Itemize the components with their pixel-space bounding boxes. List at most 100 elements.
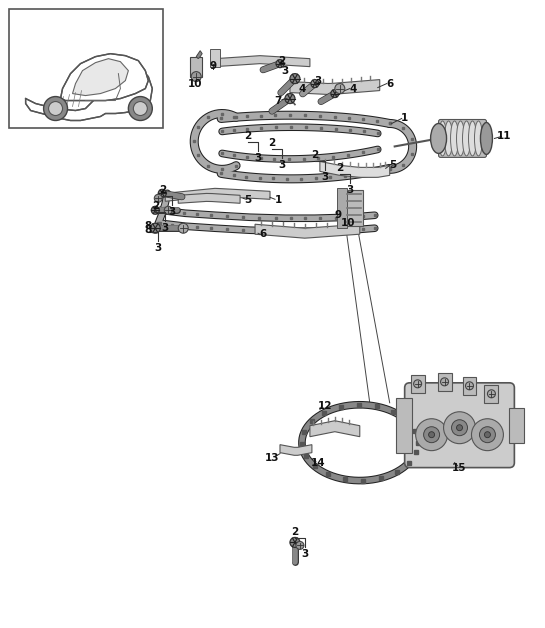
Text: 3: 3 bbox=[346, 185, 353, 195]
Text: 2: 2 bbox=[292, 528, 299, 538]
Polygon shape bbox=[165, 188, 270, 202]
Text: 9: 9 bbox=[210, 61, 217, 70]
Circle shape bbox=[331, 90, 339, 97]
Circle shape bbox=[480, 426, 495, 443]
Circle shape bbox=[158, 189, 166, 197]
Text: 11: 11 bbox=[497, 131, 512, 141]
Circle shape bbox=[191, 72, 201, 82]
Text: 3: 3 bbox=[281, 65, 289, 75]
Polygon shape bbox=[280, 445, 312, 455]
Polygon shape bbox=[320, 161, 390, 177]
Text: 9: 9 bbox=[334, 210, 341, 220]
Circle shape bbox=[150, 223, 160, 233]
Bar bbox=[410, 375, 425, 392]
Text: 3: 3 bbox=[278, 160, 286, 170]
Circle shape bbox=[311, 80, 319, 87]
Text: 2: 2 bbox=[268, 138, 276, 148]
Circle shape bbox=[423, 426, 440, 443]
Circle shape bbox=[471, 419, 504, 451]
Ellipse shape bbox=[439, 121, 446, 156]
Text: 2: 2 bbox=[152, 201, 159, 211]
Circle shape bbox=[457, 425, 463, 431]
Text: 10: 10 bbox=[341, 219, 355, 228]
Text: 1: 1 bbox=[274, 195, 282, 205]
Circle shape bbox=[428, 431, 434, 438]
Text: 15: 15 bbox=[452, 463, 467, 473]
Circle shape bbox=[296, 541, 304, 550]
Circle shape bbox=[134, 102, 147, 116]
Bar bbox=[396, 398, 411, 453]
Polygon shape bbox=[60, 53, 148, 100]
Text: 1: 1 bbox=[401, 114, 408, 124]
Circle shape bbox=[285, 94, 295, 104]
Text: 2: 2 bbox=[336, 163, 343, 173]
Circle shape bbox=[178, 223, 188, 233]
Circle shape bbox=[416, 419, 447, 451]
Circle shape bbox=[444, 412, 475, 443]
Circle shape bbox=[487, 390, 495, 398]
Text: 8: 8 bbox=[144, 225, 152, 236]
Text: 4: 4 bbox=[298, 84, 306, 94]
Ellipse shape bbox=[457, 121, 464, 156]
Text: 3: 3 bbox=[162, 223, 169, 233]
Text: 3: 3 bbox=[314, 75, 322, 85]
Circle shape bbox=[290, 538, 300, 548]
Ellipse shape bbox=[431, 124, 446, 153]
Polygon shape bbox=[215, 56, 310, 67]
Text: 7: 7 bbox=[274, 95, 282, 106]
Text: 3: 3 bbox=[155, 243, 162, 253]
Circle shape bbox=[44, 97, 68, 121]
Ellipse shape bbox=[463, 121, 470, 156]
FancyBboxPatch shape bbox=[404, 383, 514, 468]
Circle shape bbox=[129, 97, 152, 121]
Bar bbox=[438, 373, 452, 391]
Polygon shape bbox=[72, 58, 129, 95]
Text: 6: 6 bbox=[259, 229, 267, 239]
Text: 3: 3 bbox=[168, 207, 176, 217]
Text: 3: 3 bbox=[255, 153, 262, 163]
Circle shape bbox=[164, 206, 172, 214]
Circle shape bbox=[414, 380, 422, 388]
Ellipse shape bbox=[445, 121, 452, 156]
Ellipse shape bbox=[481, 122, 493, 154]
Text: 3: 3 bbox=[301, 550, 308, 560]
Ellipse shape bbox=[451, 121, 458, 156]
Text: 6: 6 bbox=[386, 78, 393, 89]
Polygon shape bbox=[178, 193, 240, 203]
Bar bbox=[210, 49, 220, 67]
Text: 14: 14 bbox=[311, 458, 325, 468]
Polygon shape bbox=[255, 224, 360, 238]
Text: 2: 2 bbox=[159, 185, 166, 195]
Text: 3: 3 bbox=[321, 172, 329, 182]
Text: 5: 5 bbox=[389, 160, 396, 170]
Bar bbox=[510, 408, 524, 443]
Ellipse shape bbox=[469, 121, 476, 156]
Polygon shape bbox=[310, 421, 360, 436]
Text: 10: 10 bbox=[188, 78, 202, 89]
Circle shape bbox=[152, 206, 159, 214]
Text: 12: 12 bbox=[318, 401, 332, 411]
Ellipse shape bbox=[475, 121, 482, 156]
Circle shape bbox=[465, 382, 474, 390]
Bar bbox=[463, 377, 476, 395]
Text: 8: 8 bbox=[144, 221, 152, 231]
Text: 2: 2 bbox=[245, 131, 252, 141]
Circle shape bbox=[440, 378, 449, 386]
Text: 13: 13 bbox=[265, 453, 279, 463]
Text: 2: 2 bbox=[278, 56, 286, 66]
Polygon shape bbox=[196, 51, 202, 58]
Bar bbox=[337, 188, 347, 228]
Text: 4: 4 bbox=[349, 84, 356, 94]
Circle shape bbox=[452, 420, 468, 436]
Circle shape bbox=[335, 84, 345, 94]
Circle shape bbox=[485, 431, 490, 438]
Bar bbox=[9, 9, 163, 129]
Circle shape bbox=[154, 194, 162, 202]
Circle shape bbox=[49, 102, 63, 116]
Polygon shape bbox=[26, 67, 152, 121]
Text: 5: 5 bbox=[245, 195, 252, 205]
Circle shape bbox=[290, 73, 300, 84]
FancyBboxPatch shape bbox=[439, 119, 487, 158]
Bar bbox=[485, 385, 499, 403]
Text: 2: 2 bbox=[311, 150, 318, 160]
